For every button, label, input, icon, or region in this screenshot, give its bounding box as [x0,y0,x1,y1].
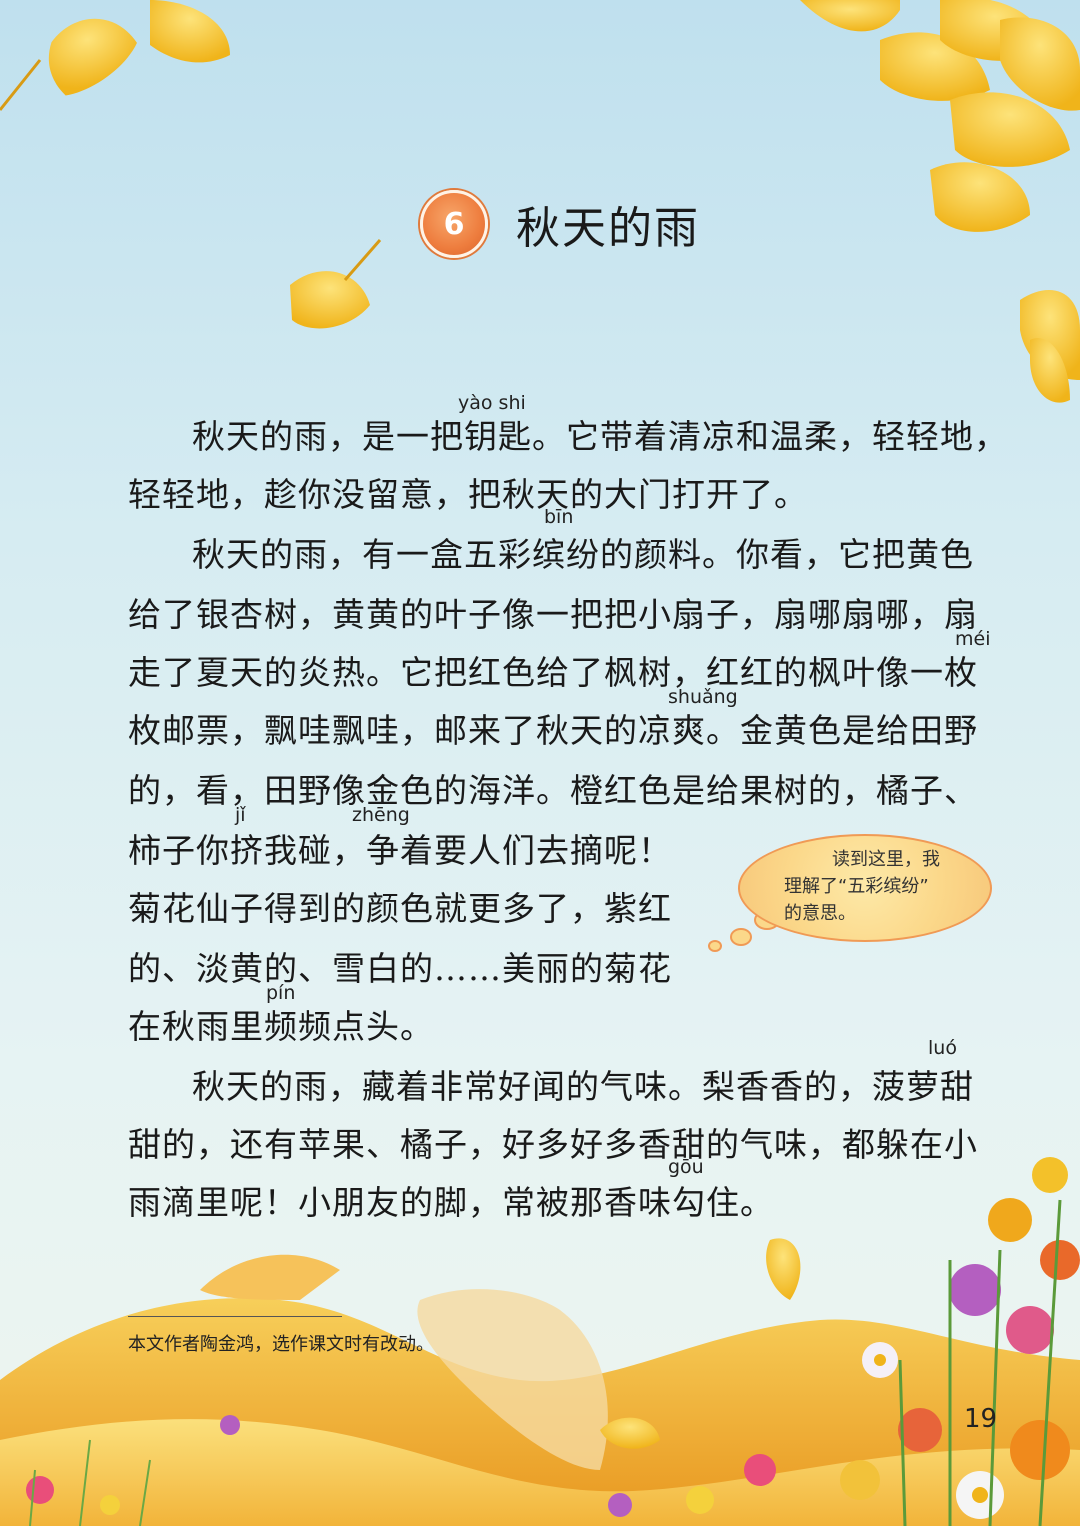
text-line: 雨滴里呢！小朋友的脚，常被那香味勾住。 [128,1183,774,1222]
thought-bubble-dot [730,928,752,946]
ginkgo-leaf-icon [766,1238,801,1300]
text-line: 秋天的雨，有一盒五彩缤纷的颜料。你看，它把黄色 [192,535,974,574]
text-line: 走了夏天的炎热。它把红色给了枫树，红红的枫叶像一枚 [128,653,978,692]
lesson-title: 秋天的雨 [516,203,700,254]
text-line: 甜的，还有苹果、橘子，好多好多香甜的气味，都躲在小 [128,1125,978,1164]
ginkgo-leaf-icon [150,0,230,63]
thought-bubble-text: 读到这里，我 理解了“五彩缤纷” 的意思。 [778,846,968,927]
text-line: 给了银杏树，黄黄的叶子像一把把小扇子，扇哪扇哪，扇 [128,595,978,634]
pinyin-annotation: zhēng [352,804,410,826]
text-line: 的、淡黄的、雪白的……美丽的菊花 [128,949,672,988]
page-number: 19 [964,1404,998,1434]
pinyin-annotation: luó [928,1037,957,1059]
thought-bubble-dot [708,940,722,952]
bubble-line: 理解了“五彩缤纷” [784,876,929,897]
pinyin-annotation: gōu [668,1156,704,1178]
bubble-line: 读到这里，我 [832,849,940,870]
pinyin-annotation: yào shi [458,392,526,414]
pinyin-annotation: jǐ [235,804,246,826]
ginkgo-leaf-icon [290,239,382,329]
pinyin-annotation: shuǎng [668,686,738,708]
footnote: 本文作者陶金鸿，选作课文时有改动。 [128,1334,434,1355]
text-line: 柿子你挤我碰，争着要人们去摘呢！ [128,831,672,870]
lesson-header: 6 秋天的雨 [420,190,700,258]
bubble-line: 的意思。 [784,903,856,924]
ginkgo-leaf-icon [0,18,137,111]
text-line: 秋天的雨，是一把钥匙。它带着清凉和温柔，轻轻地， [192,417,1008,456]
pinyin-annotation: pín [266,982,296,1004]
pinyin-annotation: méi [955,628,991,650]
text-line: 轻轻地，趁你没留意，把秋天的大门打开了。 [128,475,808,514]
thought-bubble [738,834,992,942]
lesson-number-badge: 6 [420,190,488,258]
text-line: 菊花仙子得到的颜色就更多了，紫红 [128,889,672,928]
text-line: 的，看，田野像金色的海洋。橙红色是给果树的，橘子、 [128,771,978,810]
flowers [26,1157,1080,1526]
text-line: 秋天的雨，藏着非常好闻的气味。梨香香的，菠萝甜 [192,1067,974,1106]
autumn-hills [0,1254,1080,1526]
ginkgo-branch-icon [800,0,1080,403]
text-line: 枚邮票，飘哇飘哇，邮来了秋天的凉爽。金黄色是给田野 [128,711,978,750]
footnote-divider [128,1316,342,1317]
pinyin-annotation: bīn [544,506,574,528]
text-line: 在秋雨里频频点头。 [128,1007,434,1046]
ginkgo-leaf-icon [600,1417,660,1449]
